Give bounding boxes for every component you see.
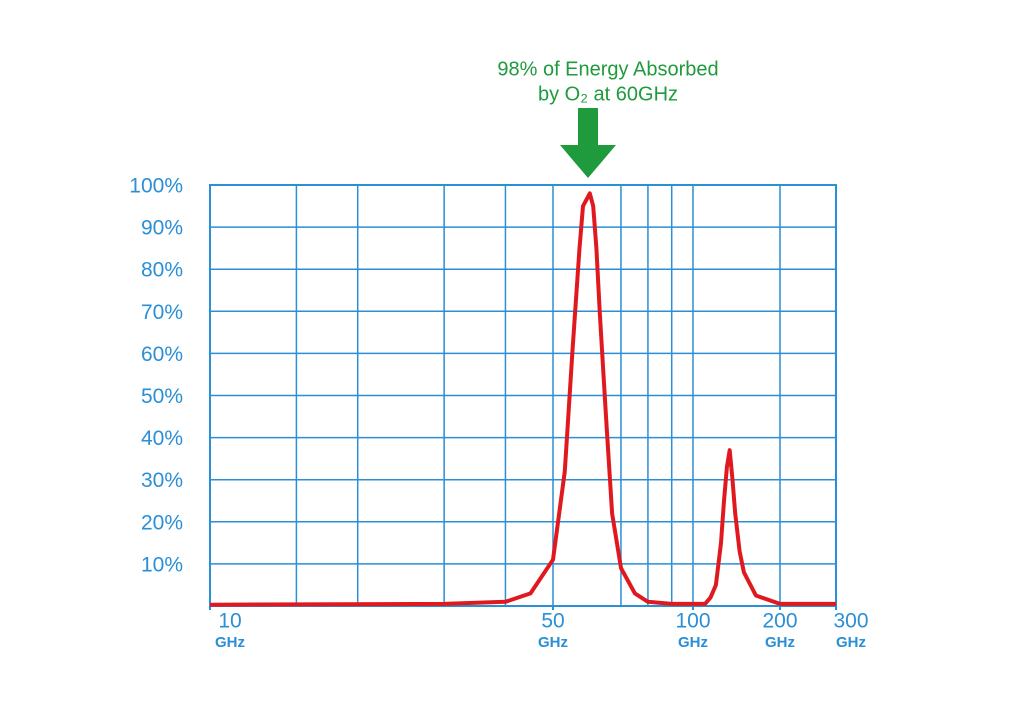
y-tick-label: 60% bbox=[141, 343, 183, 366]
annotation-arrow bbox=[560, 108, 616, 178]
y-tick-label: 90% bbox=[141, 217, 183, 240]
annotation: 98% of Energy Absorbed bbox=[497, 58, 718, 80]
x-tick-label: 100 bbox=[675, 610, 710, 633]
x-tick-label: 200 bbox=[762, 610, 797, 633]
y-tick-label: 40% bbox=[141, 427, 183, 450]
y-tick-label: 10% bbox=[141, 553, 183, 576]
y-tick-label: 100% bbox=[129, 175, 183, 198]
y-tick-label: 20% bbox=[141, 511, 183, 534]
annotation: by O₂ at 60GHz bbox=[538, 83, 678, 105]
x-tick-label: 10 bbox=[218, 610, 241, 633]
plot-frame bbox=[209, 184, 837, 607]
y-tick-label: 80% bbox=[141, 259, 183, 282]
x-tick-label: 50 bbox=[541, 610, 564, 633]
y-tick-label: 30% bbox=[141, 469, 183, 492]
x-unit-label: GHz bbox=[678, 634, 708, 651]
x-unit-label: GHz bbox=[765, 634, 795, 651]
x-unit-label: GHz bbox=[215, 634, 245, 651]
x-unit-label: GHz bbox=[538, 634, 568, 651]
x-tick-label: 300 bbox=[833, 610, 868, 633]
x-unit-label: GHz bbox=[836, 634, 866, 651]
y-tick-label: 70% bbox=[141, 301, 183, 324]
data-line bbox=[209, 191, 836, 607]
y-tick-label: 50% bbox=[141, 385, 183, 408]
